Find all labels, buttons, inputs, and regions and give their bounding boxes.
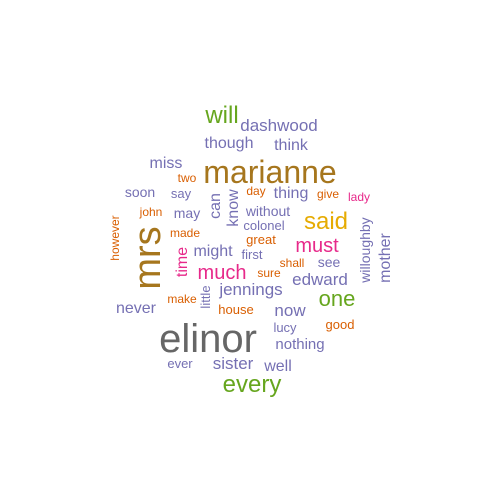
- word-jennings: jennings: [218, 280, 282, 299]
- word-soon: soon: [125, 184, 155, 200]
- word-one: one: [319, 286, 356, 311]
- word-will: will: [204, 102, 238, 129]
- word-cloud-words: elinor marianne mrs every said will one …: [108, 102, 394, 398]
- word-dashwood: dashwood: [240, 116, 318, 135]
- word-give: give: [317, 187, 339, 201]
- word-lucy: lucy: [273, 320, 297, 335]
- word-john: john: [139, 205, 163, 219]
- word-sister: sister: [213, 354, 254, 373]
- word-well: well: [263, 358, 292, 375]
- word-think: think: [274, 137, 309, 154]
- word-see: see: [318, 254, 341, 270]
- word-make: make: [167, 292, 197, 306]
- word-sure: sure: [257, 266, 281, 280]
- word-day: day: [246, 184, 265, 198]
- word-miss: miss: [150, 155, 183, 172]
- word-time: time: [174, 247, 191, 277]
- word-shall: shall: [280, 256, 305, 270]
- word-willoughby: willoughby: [357, 217, 373, 283]
- word-thing: thing: [274, 185, 309, 202]
- word-say: say: [171, 186, 192, 201]
- word-first: first: [242, 247, 263, 262]
- word-mother: mother: [377, 232, 394, 282]
- word-never: never: [116, 300, 157, 317]
- word-elinor: elinor: [159, 317, 257, 361]
- word-without: without: [245, 203, 290, 219]
- word-little: little: [198, 285, 213, 308]
- word-house: house: [218, 302, 253, 317]
- word-know: know: [225, 189, 242, 227]
- word-mrs: mrs: [127, 226, 169, 289]
- word-though: though: [205, 135, 254, 152]
- word-ever: ever: [167, 356, 193, 371]
- word-much: much: [198, 262, 247, 284]
- word-might: might: [193, 243, 233, 260]
- word-nothing: nothing: [275, 336, 324, 353]
- word-good: good: [326, 317, 355, 332]
- word-said: said: [304, 208, 348, 235]
- word-may: may: [174, 205, 200, 221]
- word-colonel: colonel: [243, 218, 284, 233]
- word-now: now: [274, 301, 306, 320]
- word-can: can: [207, 193, 224, 219]
- word-every: every: [223, 371, 282, 398]
- word-two: two: [178, 171, 197, 185]
- word-lady: lady: [348, 190, 370, 204]
- word-marianne: marianne: [203, 154, 336, 190]
- word-however: however: [108, 215, 122, 260]
- word-great: great: [246, 232, 276, 247]
- word-made: made: [170, 226, 200, 240]
- word-edward: edward: [292, 270, 348, 289]
- word-must: must: [295, 235, 339, 257]
